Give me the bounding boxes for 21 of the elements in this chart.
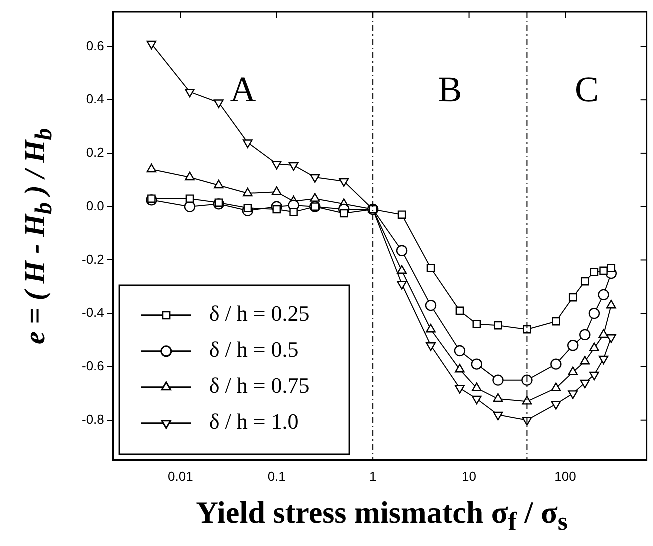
y-tick-label: 0.4: [86, 92, 104, 107]
annotation: A: [230, 69, 256, 110]
y-tick-label: -0.4: [82, 305, 104, 320]
x-axis-title: Yield stress mismatch σ$_{f}$ / σ$_{s}$: [195, 495, 569, 538]
y-tick-label: -0.2: [82, 252, 104, 267]
legend-label: δ / h = 0.5: [209, 337, 299, 362]
y-tick-label: -0.8: [82, 412, 104, 427]
y-tick-label: 0.2: [86, 145, 104, 160]
x-tick-label: 10: [462, 468, 477, 484]
y-tick-label: 0.6: [86, 38, 104, 54]
x-tick-label: 0.01: [168, 468, 194, 484]
legend-label: δ / h = 0.25: [209, 301, 310, 326]
legend-label: δ / h = 1.0: [209, 409, 299, 434]
annotation: B: [438, 69, 462, 110]
y-tick-label: -0.6: [82, 358, 104, 374]
x-tick-label: 0.1: [268, 468, 286, 484]
legend-label: δ / h = 0.75: [209, 373, 310, 398]
x-tick-label: 1: [369, 468, 377, 484]
x-tick-label: 100: [554, 468, 576, 484]
annotation: C: [574, 69, 600, 110]
y-tick-label: 0.0: [86, 198, 104, 214]
